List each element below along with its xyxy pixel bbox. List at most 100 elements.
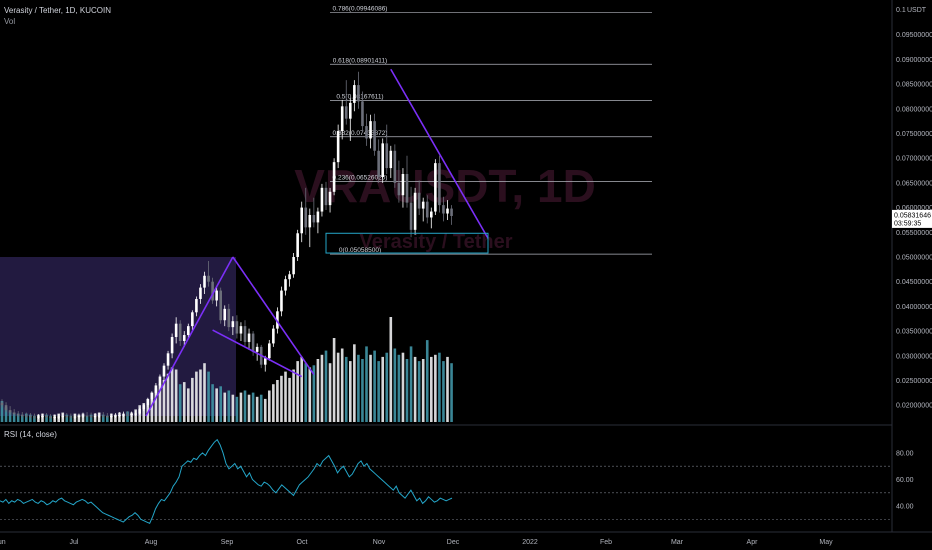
candle-body [401, 174, 405, 196]
symbol-title[interactable]: Verasity / Tether, 1D, KUCOIN [4, 6, 112, 15]
volume-bar [349, 361, 352, 422]
fib-retracement[interactable]: 0(0.05058500) 0.236(0.06526020) 0.382(0.07… [330, 6, 652, 255]
volume-bar [397, 354, 401, 422]
volume-bars [0, 317, 453, 422]
volume-bar [162, 380, 166, 422]
candle-body [446, 208, 449, 214]
price-tick-label: 0.05000000 [896, 254, 932, 261]
time-tick-label: Apr [747, 539, 759, 546]
candle-body [122, 414, 125, 416]
candle-body [296, 233, 299, 257]
watermark-name: Verasity / Tether [359, 231, 512, 253]
volume-bar [158, 384, 162, 422]
fib-label-0.236: 0.236(0.06526020) [333, 175, 388, 182]
candle-body [166, 353, 170, 366]
candle-body [162, 365, 166, 377]
candle-body [134, 413, 137, 415]
candle-body [377, 150, 380, 177]
volume-bar [251, 392, 255, 422]
candle-body [320, 187, 324, 212]
volume-bar [417, 361, 421, 422]
countdown-label: 03:59:35 [894, 220, 921, 227]
volume-bar [344, 356, 348, 422]
volume-bar [296, 361, 299, 422]
candle-body [215, 290, 218, 301]
candle-body [425, 201, 429, 218]
volume-bar [442, 361, 445, 422]
trendline-rise [145, 256, 234, 417]
volume-bar [154, 388, 158, 422]
rsi-tick-label: 40.00 [896, 504, 914, 511]
candle-body [397, 182, 401, 196]
fib-label-0: 0(0.05058500) [339, 247, 381, 254]
candle-body [308, 215, 312, 228]
time-axis[interactable]: Jun Jul Aug Sep Oct Nov Dec 2022 Feb Mar Apr May [0, 531, 932, 546]
time-tick-label: Jun [0, 539, 6, 546]
time-tick-label: Aug [145, 539, 158, 546]
candle-body [332, 162, 336, 192]
candle-body [276, 311, 279, 329]
candle-body [247, 333, 251, 342]
candle-body [191, 312, 194, 327]
candle-body [304, 207, 308, 228]
volume-bar [393, 348, 397, 422]
candle-body [118, 415, 121, 417]
volume-bar [373, 350, 376, 422]
candle-body [434, 163, 437, 212]
candle-body [187, 326, 190, 336]
candle-body [272, 328, 275, 344]
candle-body [138, 409, 141, 414]
candle-body [57, 416, 60, 418]
rsi-tick-label: 80.00 [896, 450, 914, 457]
candle-body [357, 85, 360, 102]
candle-body [450, 208, 453, 216]
volume-bar [16, 413, 20, 422]
volume-bar [434, 354, 437, 422]
volume-bar [45, 414, 48, 422]
candle-body [101, 415, 105, 417]
candle-body [442, 205, 445, 214]
volume-bar [312, 365, 316, 422]
time-tick-label: Oct [297, 539, 308, 546]
candle-body [231, 321, 235, 328]
candle-body [385, 143, 389, 169]
candle-body [268, 343, 271, 359]
candle-body [251, 333, 255, 352]
drawings[interactable] [145, 68, 489, 417]
volume-bar [89, 414, 93, 422]
volume-bar [4, 407, 8, 422]
candle-body [4, 405, 8, 411]
trendline-wedge-upper [232, 256, 315, 376]
volume-bar [239, 392, 243, 422]
volume-bar [69, 415, 73, 422]
candle-body [409, 202, 413, 230]
rsi-title[interactable]: RSI (14, close) [4, 430, 57, 439]
volume-bar [357, 354, 360, 422]
volume-bar [280, 375, 283, 422]
fib-label-0.382: 0.382(0.07433872) [333, 130, 388, 137]
volume-bar [385, 352, 389, 422]
volume-bar [259, 394, 263, 422]
volume-bar [272, 384, 275, 422]
price-tick-label: 0.04500000 [896, 279, 932, 286]
price-axis[interactable]: 0.02000000 0.02500000 0.03000000 0.03500000… [891, 0, 932, 532]
candle-body [239, 326, 243, 334]
candle-body [195, 298, 198, 313]
candle-body [373, 121, 376, 151]
volume-bar [438, 352, 441, 422]
candle-body [182, 335, 186, 341]
candle-body [170, 337, 174, 354]
candle-body [417, 192, 421, 209]
volume-bar [292, 369, 295, 422]
candle-body [227, 308, 231, 328]
volume-bar [332, 338, 336, 422]
price-tick-label: 0.07500000 [896, 131, 932, 138]
price-tick-label: 0.05500000 [896, 230, 932, 237]
chart-header: Verasity / Tether, 1D, KUCOIN Vol [4, 5, 111, 27]
volume-bar [450, 363, 453, 422]
candle-body [340, 106, 344, 132]
volume-bar [288, 377, 291, 422]
candle-body [25, 415, 28, 417]
candle-body [16, 414, 20, 416]
